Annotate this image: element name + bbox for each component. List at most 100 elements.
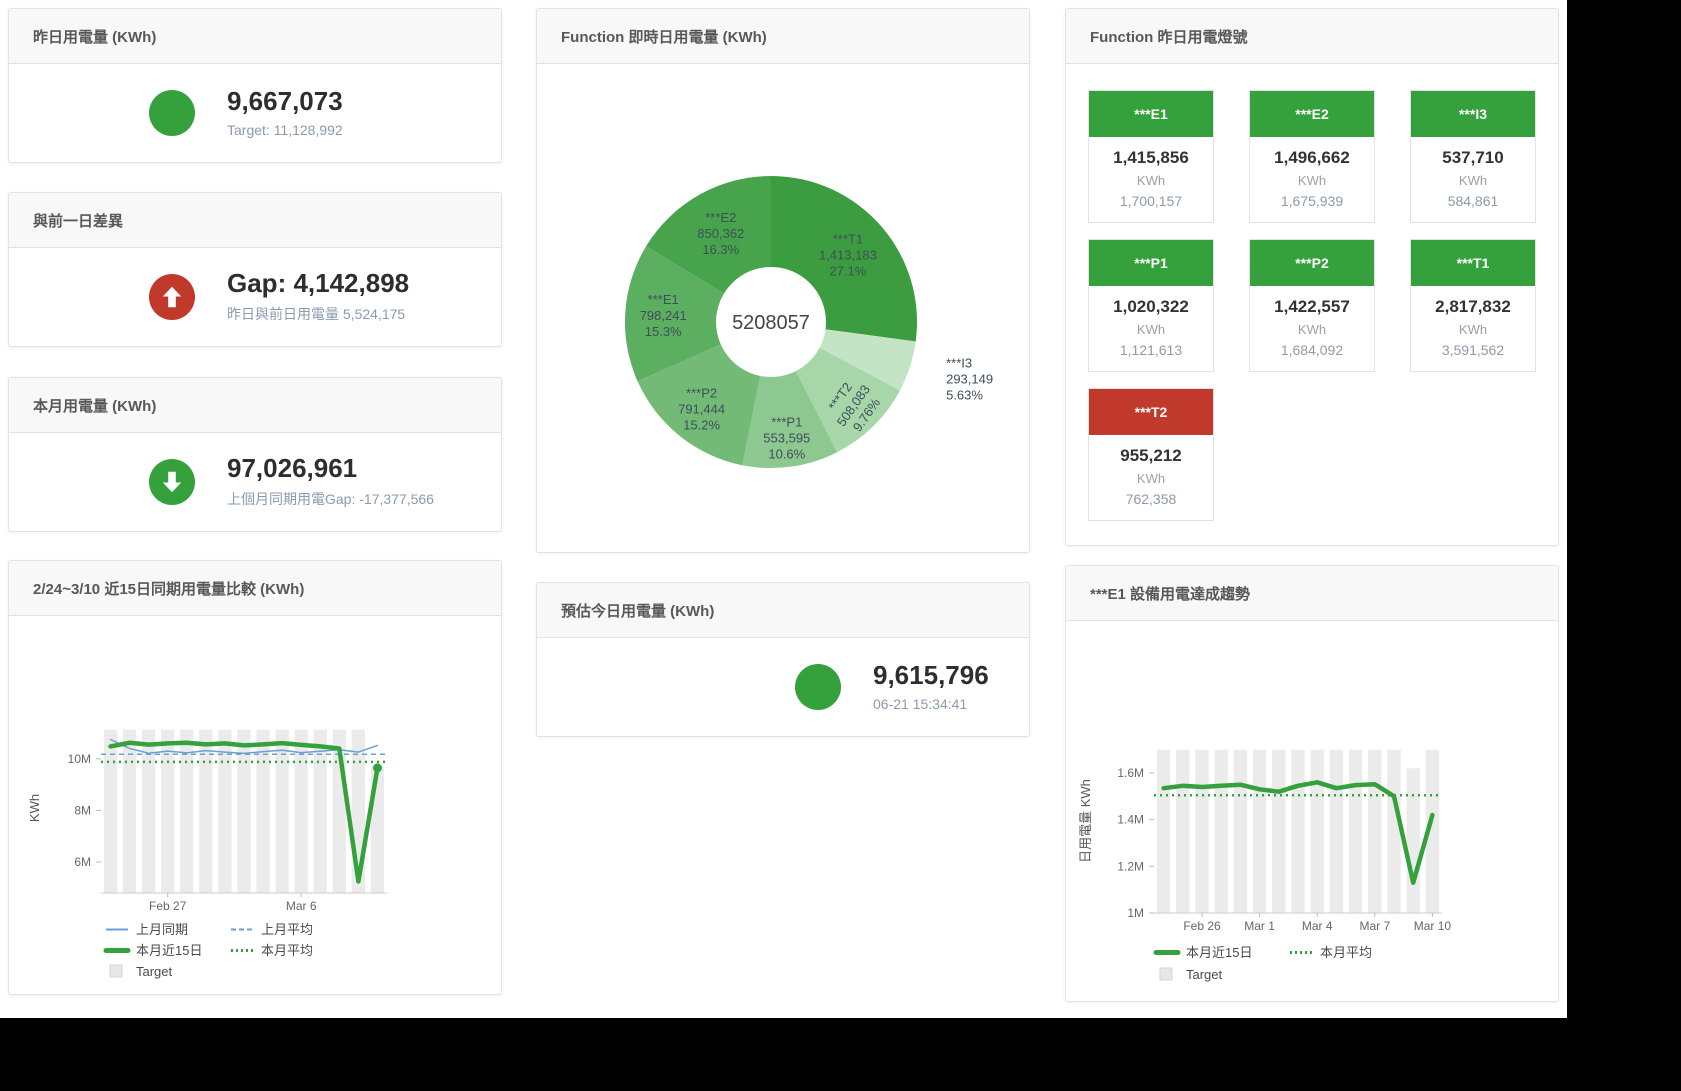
svg-text:本月平均: 本月平均 <box>1320 945 1372 960</box>
y-tick-label: 1M <box>1127 906 1144 920</box>
target-bar <box>1310 749 1324 913</box>
tile-target: 3,591,562 <box>1441 342 1505 358</box>
panel-header-month[interactable]: 本月用電量 (KWh) <box>9 378 501 433</box>
svg-text:上月同期: 上月同期 <box>136 922 188 937</box>
panel-header-yesterday[interactable]: 昨日用電量 (KWh) <box>9 9 501 64</box>
y-tick-label: 10M <box>68 752 91 766</box>
x-tick-label: Mar 6 <box>286 899 317 913</box>
x-tick-label: Mar 4 <box>1302 919 1333 933</box>
donut-slice-label: ***T1 1,413,183 27.1% <box>819 232 877 279</box>
panel-day-gap: 與前一日差異 Gap: 4,142,898 昨日與前日用電量 5,524,175 <box>8 192 502 347</box>
tile-unit: KWh <box>1136 322 1166 337</box>
target-bar <box>1214 749 1228 913</box>
tile-unit: KWh <box>1297 173 1327 188</box>
target-bar <box>313 729 327 893</box>
legend-item-本月近15日[interactable]: 本月近15日 <box>103 943 202 958</box>
legend-item-本月平均[interactable]: 本月平均 <box>231 943 313 958</box>
target-bar <box>1425 749 1440 913</box>
svg-text:本月近15日: 本月近15日 <box>136 943 202 958</box>
series-line <box>108 740 380 884</box>
status-tile-T1[interactable]: ***T1 2,817,832 KWh 3,591,562 <box>1410 239 1536 372</box>
tile-value: 1,496,662 <box>1274 148 1350 167</box>
x-tick-label: Mar 7 <box>1359 919 1390 933</box>
tile-target: 1,121,613 <box>1119 342 1183 358</box>
realtime-donut-chart[interactable]: 5208057 ***T1 1,413,183 27.1% ***I3 293,149 5.… <box>537 64 1029 552</box>
panel-header-estimate[interactable]: 預估今日用電量 (KWh) <box>537 583 1029 638</box>
svg-text:Target: Target <box>136 964 173 979</box>
status-tile-T2[interactable]: ***T2 955,212 KWh 762,358 <box>1088 388 1214 521</box>
panel-title: ***E1 設備用電達成趨勢 <box>1090 585 1251 603</box>
x-tick-label: Feb 26 <box>1183 919 1221 933</box>
target-bar <box>1329 749 1344 913</box>
panel-header-gap[interactable]: 與前一日差異 <box>9 193 501 248</box>
tile-unit: KWh <box>1458 322 1488 337</box>
target-bar <box>1176 749 1190 913</box>
legend-item-Target[interactable]: Target <box>109 964 173 979</box>
legend-item-上月同期[interactable]: 上月同期 <box>106 922 188 937</box>
tile-value: 1,020,322 <box>1113 297 1189 316</box>
svg-text:Target: Target <box>1186 967 1223 982</box>
donut-slice-label: ***P1 553,595 10.6% <box>763 415 810 462</box>
target-bar <box>1291 749 1305 913</box>
target-bar <box>1195 749 1209 913</box>
gap-subtitle: 昨日與前日用電量 5,524,175 <box>227 305 406 322</box>
series-end-dot <box>373 763 382 773</box>
y-tick-label: 6M <box>74 855 91 869</box>
tile-label: ***P2 <box>1250 240 1374 286</box>
target-bar <box>1272 749 1286 913</box>
tile-unit: KWh <box>1297 322 1327 337</box>
target-bar <box>237 729 251 893</box>
y-tick-label: 8M <box>74 803 91 817</box>
svg-text:本月近15日: 本月近15日 <box>1186 945 1252 960</box>
status-tile-I3[interactable]: ***I3 537,710 KWh 584,861 <box>1410 90 1536 223</box>
target-bar <box>122 729 137 893</box>
month-subtitle: 上個月同期用電Gap: -17,377,566 <box>227 490 434 507</box>
status-tile-E2[interactable]: ***E2 1,496,662 KWh 1,675,939 <box>1249 90 1375 223</box>
donut-center-total: 5208057 <box>732 312 810 334</box>
target-bar <box>199 729 213 893</box>
panel-header-compare15[interactable]: 2/24~3/10 近15日同期用電量比較 (KWh) <box>9 561 501 616</box>
gap-value: Gap: 4,142,898 <box>227 268 410 299</box>
tile-label: ***E1 <box>1089 91 1213 137</box>
donut-hole <box>716 267 826 377</box>
tile-value: 537,710 <box>1442 148 1504 167</box>
legend-item-上月平均[interactable]: 上月平均 <box>231 922 313 937</box>
svg-text:上月平均: 上月平均 <box>261 922 313 937</box>
panel-title: 與前一日差異 <box>33 212 124 230</box>
yesterday-target: Target: 11,128,992 <box>227 121 343 138</box>
x-tick-label: Mar 1 <box>1244 919 1275 933</box>
legend-item-Target[interactable]: Target <box>1159 967 1223 982</box>
series-line <box>109 738 379 755</box>
tile-label: ***I3 <box>1411 91 1535 137</box>
month-value: 97,026,961 <box>227 453 358 484</box>
tile-target: 1,700,157 <box>1119 193 1183 209</box>
status-tile-E1[interactable]: ***E1 1,415,856 KWh 1,700,157 <box>1088 90 1214 223</box>
donut-slice-label: ***E1 798,241 15.3% <box>640 292 687 339</box>
tile-value: 955,212 <box>1120 446 1182 465</box>
panel-lights: Function 昨日用電燈號 ***E1 1,415,856 KWh 1,700,1… <box>1065 8 1559 546</box>
legend-item-本月平均[interactable]: 本月平均 <box>1290 945 1372 960</box>
target-bar <box>1252 749 1267 913</box>
donut-slice-E1[interactable] <box>624 246 771 382</box>
target-bar <box>1368 749 1382 913</box>
target-bar <box>1387 749 1401 913</box>
legend-item-本月近15日[interactable]: 本月近15日 <box>1153 945 1252 960</box>
donut-slice-label: ***P2 791,444 15.2% <box>678 386 725 433</box>
donut-slice-label: ***I3 293,149 5.63% <box>946 355 993 402</box>
panel-yesterday-usage: 昨日用電量 (KWh) 9,667,073 Target: 11,128,992 <box>8 8 502 163</box>
y-tick-label: 1.4M <box>1117 813 1144 827</box>
panel-header-e1trend[interactable]: ***E1 設備用電達成趨勢 <box>1066 566 1558 621</box>
tile-unit: KWh <box>1458 173 1488 188</box>
tile-label: ***E2 <box>1250 91 1374 137</box>
panel-header-lights[interactable]: Function 昨日用電燈號 <box>1066 9 1558 64</box>
panel-month-usage: 本月用電量 (KWh) 97,026,961 上個月同期用電Gap: -17,3… <box>8 377 502 532</box>
panel-header-realtime[interactable]: Function 即時日用電量 (KWh) <box>537 9 1029 64</box>
target-bar <box>1406 768 1420 913</box>
target-bar <box>142 729 156 893</box>
e1-trend-chart[interactable]: 1M 1.2M 1.4M 1.6M Feb 26 Mar 1 Mar 4 Mar 7 Mar 1… <box>1066 621 1558 1001</box>
status-tile-P2[interactable]: ***P2 1,422,557 KWh 1,684,092 <box>1249 239 1375 372</box>
status-tile-P1[interactable]: ***P1 1,020,322 KWh 1,121,613 <box>1088 239 1214 372</box>
